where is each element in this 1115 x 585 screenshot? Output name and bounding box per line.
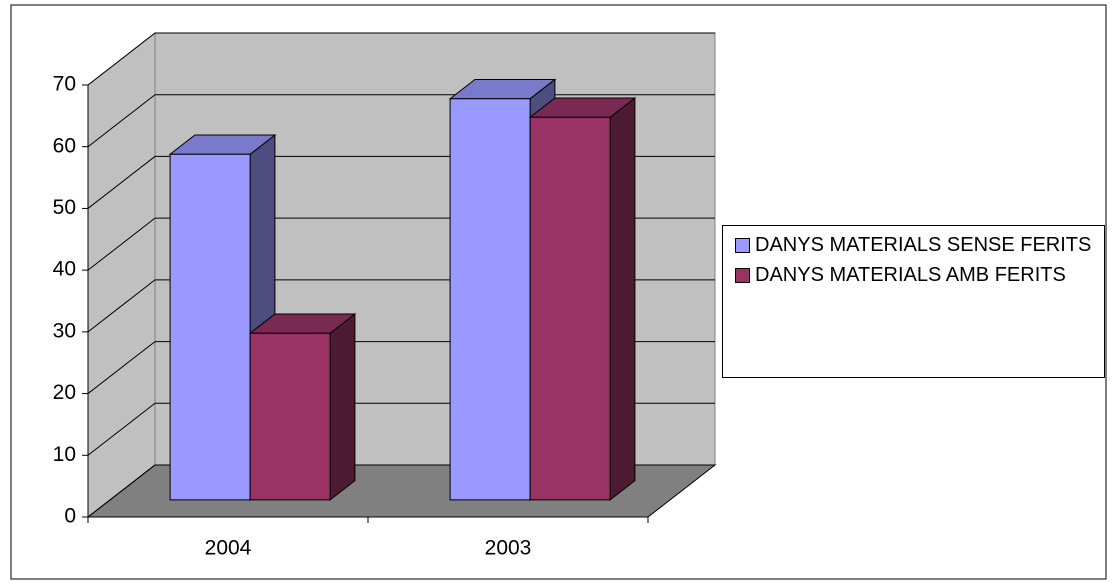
y-tick-label: 70: [53, 73, 76, 96]
y-tick-label: 30: [53, 319, 76, 342]
y-tick-label: 20: [53, 381, 76, 404]
legend-swatch: [735, 268, 750, 283]
y-tick-label: 0: [64, 505, 76, 528]
legend-label: DANYS MATERIALS AMB FERITS: [755, 264, 1066, 286]
bar: [530, 117, 610, 500]
y-tick-label: 10: [53, 443, 76, 466]
bar-side: [330, 314, 355, 500]
legend: DANYS MATERIALS SENSE FERITS DANYS MATERI…: [722, 225, 1105, 378]
bar: [170, 154, 250, 500]
page: 0 10 20 30 40 50 60 70 2004 2003 DANYS MATERIALS …: [0, 0, 1115, 585]
bar: [450, 99, 530, 500]
x-tick-label: 2004: [205, 537, 252, 560]
legend-item: DANYS MATERIALS AMB FERITS: [731, 262, 1096, 288]
side-wall: [88, 33, 155, 517]
bar: [250, 333, 330, 500]
bar-side: [610, 98, 635, 500]
y-tick-label: 50: [53, 196, 76, 219]
y-tick-label: 40: [53, 258, 76, 281]
x-tick-label: 2003: [485, 537, 532, 560]
y-tick-label: 60: [53, 134, 76, 157]
legend-item: DANYS MATERIALS SENSE FERITS: [731, 232, 1096, 258]
legend-label: DANYS MATERIALS SENSE FERITS: [755, 234, 1091, 256]
legend-swatch: [735, 238, 750, 253]
